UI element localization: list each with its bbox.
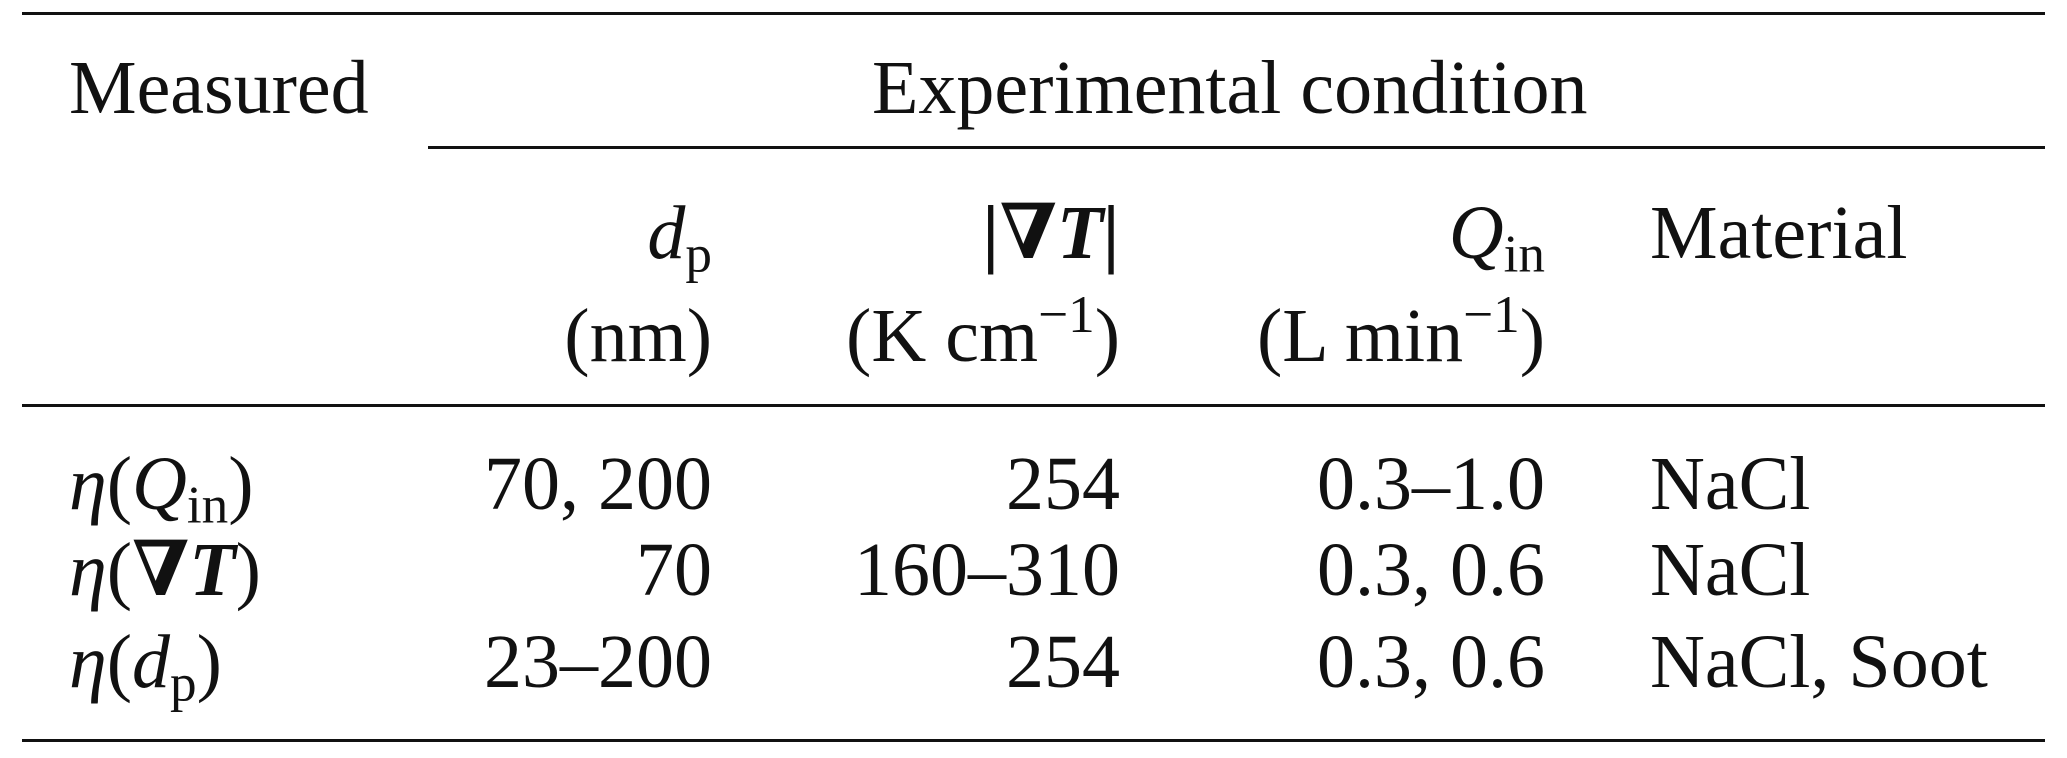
col-header-material: Material: [1650, 191, 1908, 275]
Qin-subscript: in: [1503, 224, 1545, 284]
var: d: [132, 620, 171, 704]
cell-Qin: 0.3–1.0: [1317, 442, 1545, 526]
gradT-unit-main: (K cm: [846, 294, 1039, 378]
cell-dp: 70, 200: [484, 442, 712, 526]
paren: ): [228, 442, 254, 526]
row-measured: η(Qin): [69, 446, 254, 531]
group-rule: [428, 146, 2045, 149]
var: ∇T: [132, 528, 236, 612]
dp-symbol: d: [647, 191, 686, 275]
col-header-Qin: Qin: [1449, 195, 1545, 280]
cell-dp: 70: [636, 528, 712, 612]
cell-Qin: 0.3, 0.6: [1317, 528, 1545, 612]
cell-material: NaCl: [1650, 442, 1811, 526]
header-measured: Measured: [69, 46, 369, 130]
paren: (: [106, 442, 133, 526]
col-header-Qin-unit: (L min−1): [1257, 288, 1545, 374]
header-rule: [22, 404, 2045, 407]
cell-Qin: 0.3, 0.6: [1317, 620, 1545, 704]
paren: ): [235, 528, 261, 612]
paren: (: [106, 620, 133, 704]
cell-gradT: 254: [1006, 620, 1120, 704]
dp-subscript: p: [685, 224, 712, 284]
top-rule: [22, 12, 2045, 15]
var: Q: [132, 442, 187, 526]
Qin-unit-close: ): [1519, 294, 1545, 378]
col-header-gradT: |∇T|: [982, 191, 1120, 275]
cell-dp: 23–200: [484, 620, 712, 704]
cell-gradT: 160–310: [854, 528, 1120, 612]
eta: η: [69, 528, 107, 612]
var-sub: in: [186, 475, 229, 535]
Qin-symbol: Q: [1448, 191, 1504, 275]
col-header-dp: dp: [647, 195, 712, 280]
cell-material: NaCl: [1650, 528, 1811, 612]
eta: η: [69, 620, 107, 704]
Qin-unit-sup: −1: [1463, 284, 1520, 344]
cell-gradT: 254: [1006, 442, 1120, 526]
Qin-unit-main: (L min: [1256, 294, 1464, 378]
gradT-unit-close: ): [1094, 294, 1120, 378]
header-experimental-condition: Experimental condition: [872, 46, 1588, 130]
var-sub: p: [170, 653, 197, 713]
paren: (: [106, 528, 133, 612]
row-measured: η(∇T): [69, 532, 261, 608]
col-header-dp-unit: (nm): [564, 294, 712, 378]
cell-material: NaCl, Soot: [1650, 620, 1988, 704]
paren: ): [196, 620, 222, 704]
gradT-unit-sup: −1: [1038, 284, 1095, 344]
eta: η: [69, 442, 107, 526]
bottom-rule: [22, 739, 2045, 742]
row-measured: η(dp): [69, 624, 222, 709]
col-header-gradT-unit: (K cm−1): [846, 288, 1120, 374]
